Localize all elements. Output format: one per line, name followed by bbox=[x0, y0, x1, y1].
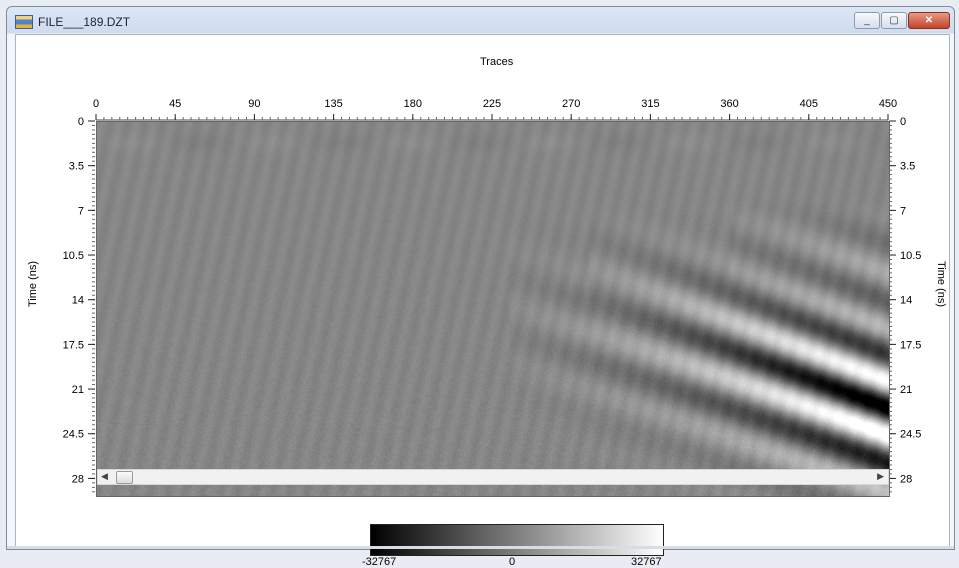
radargram-panel bbox=[96, 121, 890, 497]
minimize-icon: _ bbox=[864, 15, 870, 26]
radar-file-icon bbox=[15, 15, 33, 29]
y-tick-label-right: 24.5 bbox=[900, 429, 921, 441]
radargram-image bbox=[97, 122, 889, 496]
y-tick-label-right: 3.5 bbox=[900, 161, 915, 173]
scrollbar-thumb[interactable] bbox=[116, 471, 133, 484]
minimize-button[interactable]: _ bbox=[854, 12, 880, 29]
y-tick-label-right: 28 bbox=[900, 473, 912, 485]
y-tick-label-right: 7 bbox=[900, 205, 906, 217]
colorbar-mid-label: 0 bbox=[509, 556, 515, 568]
x-tick-label: 180 bbox=[404, 98, 422, 110]
window-titlebar[interactable]: FILE___189.DZT _ ▢ ✕ bbox=[7, 7, 954, 35]
gpr-window: FILE___189.DZT _ ▢ ✕ Traces Time (ns) Ti… bbox=[6, 6, 955, 550]
radargram-view: Traces Time (ns) Time (ns) 0 45 90 135 180 22… bbox=[15, 34, 950, 549]
colorbar-min-label: -32767 bbox=[362, 556, 396, 568]
y-tick-label-left: 0 bbox=[78, 116, 84, 128]
x-tick-label: 135 bbox=[324, 98, 342, 110]
x-tick-label: 270 bbox=[562, 98, 580, 110]
y-tick-label-left: 21 bbox=[72, 384, 84, 396]
x-tick-label: 450 bbox=[879, 98, 897, 110]
x-tick-label: 45 bbox=[169, 98, 181, 110]
y-tick-label-right: 10.5 bbox=[900, 250, 921, 262]
horizontal-scrollbar[interactable]: ◀ ▶ bbox=[97, 469, 889, 485]
window-title: FILE___189.DZT bbox=[38, 15, 130, 29]
close-button[interactable]: ✕ bbox=[908, 12, 950, 29]
y-tick-label-left: 10.5 bbox=[63, 250, 84, 262]
x-tick-label: 315 bbox=[641, 98, 659, 110]
y-tick-label-right: 14 bbox=[900, 295, 912, 307]
amplitude-colorbar bbox=[370, 524, 664, 556]
colorbar-max-label: 32767 bbox=[631, 556, 662, 568]
window-bottom-border bbox=[7, 546, 954, 549]
maximize-icon: ▢ bbox=[889, 15, 898, 26]
y-tick-label-left: 14 bbox=[72, 295, 84, 307]
y-tick-label-left: 3.5 bbox=[69, 161, 84, 173]
x-tick-label: 360 bbox=[720, 98, 738, 110]
y-tick-label-left: 7 bbox=[78, 205, 84, 217]
maximize-button[interactable]: ▢ bbox=[881, 12, 907, 29]
y-tick-label-right: 0 bbox=[900, 116, 906, 128]
y-tick-label-left: 28 bbox=[72, 473, 84, 485]
close-icon: ✕ bbox=[925, 15, 933, 26]
x-tick-label: 90 bbox=[248, 98, 260, 110]
scroll-right-icon[interactable]: ▶ bbox=[877, 471, 884, 482]
scroll-left-icon[interactable]: ◀ bbox=[101, 471, 108, 482]
y-tick-label-left: 24.5 bbox=[63, 429, 84, 441]
x-tick-label: 225 bbox=[483, 98, 501, 110]
y-tick-label-right: 17.5 bbox=[900, 339, 921, 351]
x-tick-label: 405 bbox=[800, 98, 818, 110]
x-tick-label: 0 bbox=[93, 98, 99, 110]
y-tick-label-left: 17.5 bbox=[63, 339, 84, 351]
y-tick-label-right: 21 bbox=[900, 384, 912, 396]
